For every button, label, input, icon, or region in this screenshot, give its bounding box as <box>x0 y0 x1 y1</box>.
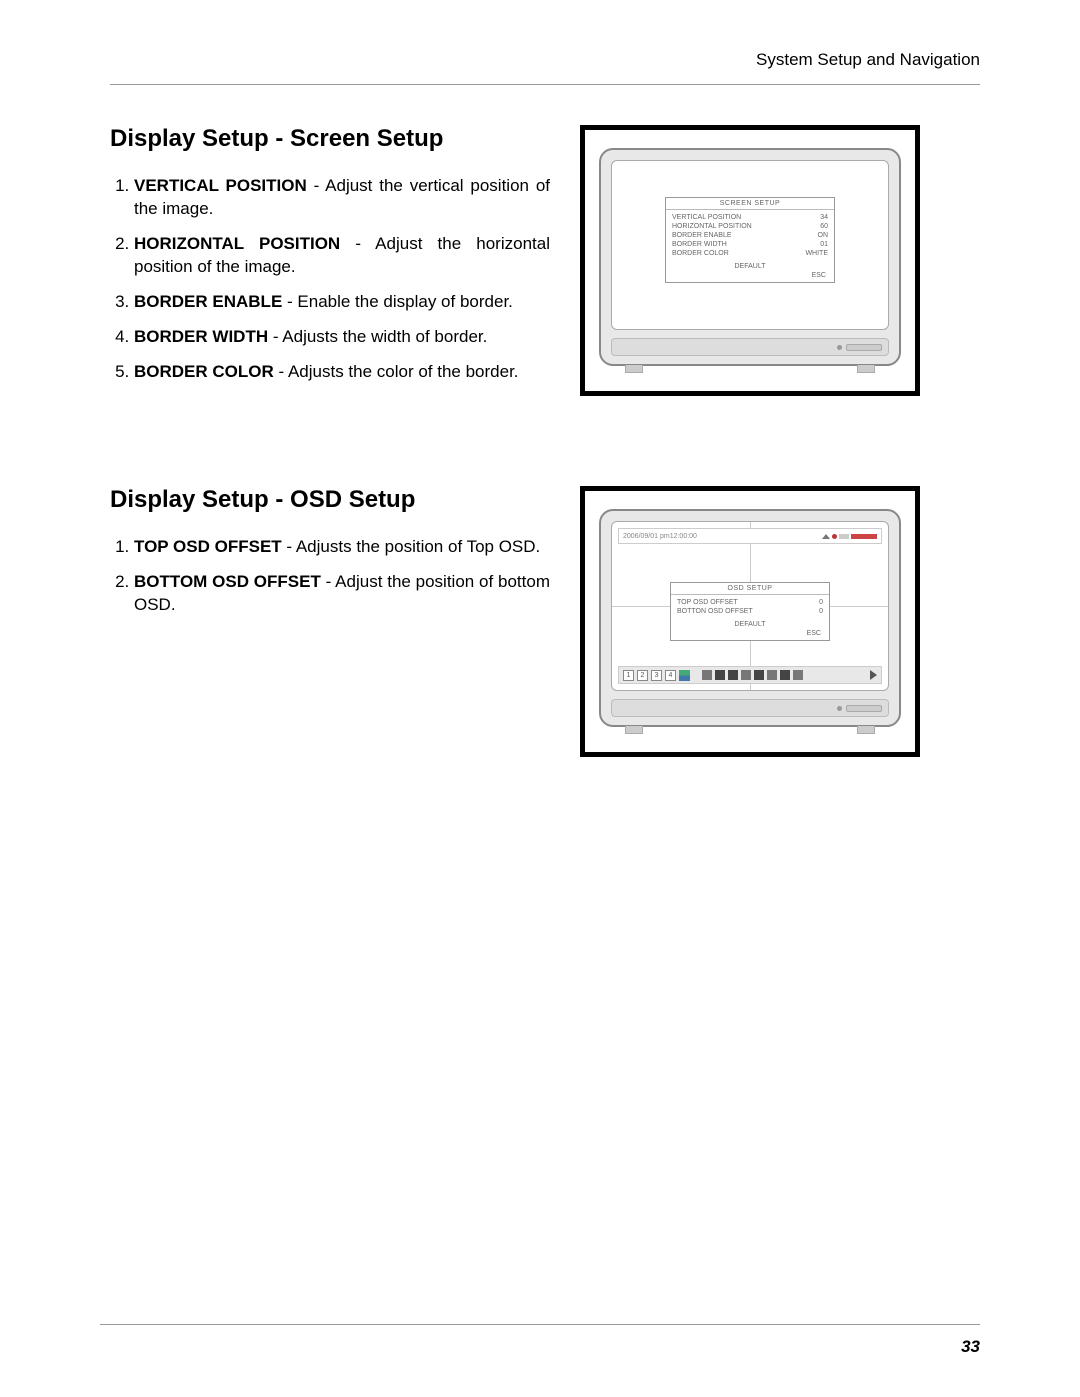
osd-default: DEFAULT <box>671 618 829 630</box>
section2-list: TOP OSD OFFSET - Adjusts the position of… <box>110 536 550 617</box>
list-item: BORDER COLOR - Adjusts the color of the … <box>134 361 550 384</box>
list-item: HORIZONTAL POSITION - Adjust the horizon… <box>134 233 550 279</box>
tool-icon <box>754 670 764 680</box>
term: VERTICAL POSITION <box>134 176 307 195</box>
status-icon <box>839 534 849 539</box>
term: HORIZONTAL POSITION <box>134 234 340 253</box>
osd-row: BORDER WIDTH01 <box>672 240 828 249</box>
osd-esc: ESC <box>666 272 834 282</box>
osd-row: TOP OSD OFFSET0 <box>677 598 823 607</box>
monitor-body: 2006/09/01 pm12:00:00 OSD SETUP <box>599 509 901 727</box>
section-osd-setup: Display Setup - OSD Setup TOP OSD OFFSET… <box>110 486 980 757</box>
tool-icon <box>741 670 751 680</box>
desc: - Enable the display of border. <box>282 292 513 311</box>
drive-slot-icon <box>846 344 882 351</box>
osd-row: BOTTON OSD OFFSET0 <box>677 607 823 616</box>
osd-row: BORDER COLORWHITE <box>672 249 828 258</box>
grid-view-icon <box>679 670 690 681</box>
term: BORDER ENABLE <box>134 292 282 311</box>
drive-slot-icon <box>846 705 882 712</box>
tool-icon <box>728 670 738 680</box>
figure-screen-setup: SCREEN SETUP VERTICAL POSITION34 HORIZON… <box>580 125 920 396</box>
desc: - Adjusts the position of Top OSD. <box>282 537 541 556</box>
term: BOTTOM OSD OFFSET <box>134 572 321 591</box>
tool-icon <box>702 670 712 680</box>
page-footer: 33 <box>100 1324 980 1357</box>
desc: - Adjusts the color of the border. <box>274 362 519 381</box>
osd-row: BORDER ENABLEON <box>672 231 828 240</box>
section1-title: Display Setup - Screen Setup <box>110 125 550 153</box>
osd-top-bar: 2006/09/01 pm12:00:00 <box>618 528 882 544</box>
progress-icon <box>851 534 877 539</box>
channel-3-icon: 3 <box>651 670 662 681</box>
desc: - Adjusts the width of border. <box>268 327 487 346</box>
tool-icon <box>780 670 790 680</box>
term: TOP OSD OFFSET <box>134 537 282 556</box>
power-led-icon <box>837 345 842 350</box>
monitor-screen: SCREEN SETUP VERTICAL POSITION34 HORIZON… <box>611 160 889 330</box>
osd-row: HORIZONTAL POSITION60 <box>672 222 828 231</box>
timestamp: 2006/09/01 pm12:00:00 <box>623 533 697 540</box>
alert-icon <box>822 534 830 539</box>
osd-dialog-screen: SCREEN SETUP VERTICAL POSITION34 HORIZON… <box>665 197 835 283</box>
osd-esc: ESC <box>671 630 829 640</box>
figure-osd-setup: 2006/09/01 pm12:00:00 OSD SETUP <box>580 486 920 757</box>
tool-icon <box>793 670 803 680</box>
osd-title: OSD SETUP <box>671 583 829 595</box>
channel-2-icon: 2 <box>637 670 648 681</box>
section1-list: VERTICAL POSITION - Adjust the vertical … <box>110 175 550 384</box>
osd-default: DEFAULT <box>666 260 834 272</box>
list-item: TOP OSD OFFSET - Adjusts the position of… <box>134 536 550 559</box>
page-header: System Setup and Navigation <box>110 50 980 85</box>
monitor-stand <box>599 365 901 373</box>
monitor-controls <box>611 699 889 717</box>
list-item: BORDER ENABLE - Enable the display of bo… <box>134 291 550 314</box>
term: BORDER WIDTH <box>134 327 268 346</box>
play-icon <box>870 670 877 680</box>
osd-dialog-osd: OSD SETUP TOP OSD OFFSET0 BOTTON OSD OFF… <box>670 582 830 641</box>
osd-bottom-bar: 1 2 3 4 <box>618 666 882 684</box>
term: BORDER COLOR <box>134 362 274 381</box>
header-text: System Setup and Navigation <box>756 50 980 69</box>
section-screen-setup: Display Setup - Screen Setup VERTICAL PO… <box>110 125 980 396</box>
monitor-body: SCREEN SETUP VERTICAL POSITION34 HORIZON… <box>599 148 901 366</box>
record-icon <box>832 534 837 539</box>
monitor-stand <box>599 726 901 734</box>
monitor-screen: 2006/09/01 pm12:00:00 OSD SETUP <box>611 521 889 691</box>
monitor-controls <box>611 338 889 356</box>
list-item: BOTTOM OSD OFFSET - Adjust the position … <box>134 571 550 617</box>
list-item: VERTICAL POSITION - Adjust the vertical … <box>134 175 550 221</box>
osd-row: VERTICAL POSITION34 <box>672 213 828 222</box>
channel-4-icon: 4 <box>665 670 676 681</box>
section2-title: Display Setup - OSD Setup <box>110 486 550 514</box>
tool-icon <box>715 670 725 680</box>
tool-icon <box>767 670 777 680</box>
channel-1-icon: 1 <box>623 670 634 681</box>
list-item: BORDER WIDTH - Adjusts the width of bord… <box>134 326 550 349</box>
osd-title: SCREEN SETUP <box>666 198 834 210</box>
page-number: 33 <box>961 1337 980 1356</box>
power-led-icon <box>837 706 842 711</box>
